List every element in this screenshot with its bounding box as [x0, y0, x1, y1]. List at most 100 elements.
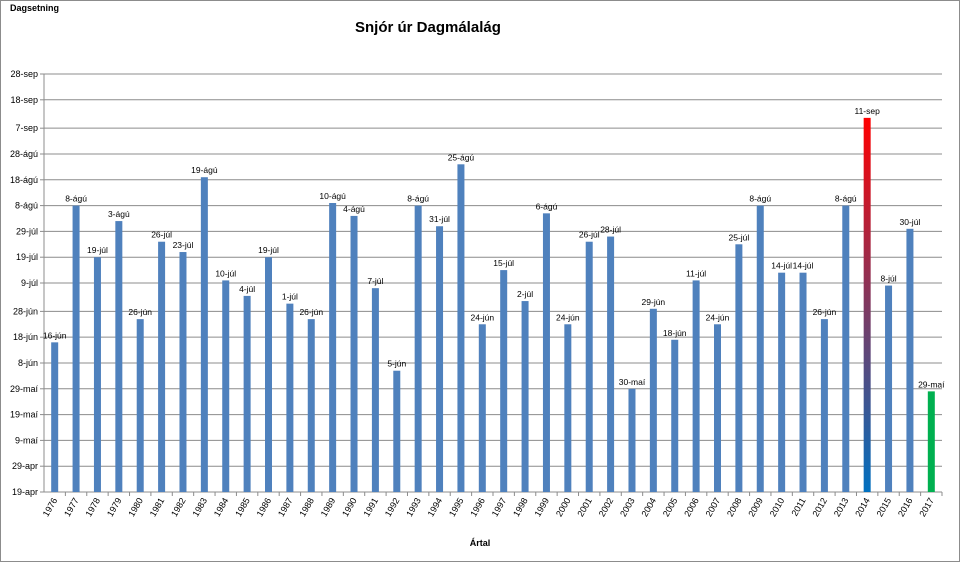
data-label-1996: 24-jún — [470, 312, 494, 322]
y-tick-label: 18-jún — [13, 332, 38, 342]
x-tick-label-2006: 2006 — [682, 496, 701, 518]
data-label-1997: 15-júl — [493, 258, 514, 268]
x-tick-label-1980: 1980 — [126, 496, 145, 518]
data-label-2017: 29-maí — [918, 379, 945, 389]
data-label-2000: 24-jún — [556, 312, 580, 322]
x-tick-label-1999: 1999 — [533, 496, 552, 518]
y-tick-label: 29-maí — [10, 384, 39, 394]
bar-1996 — [478, 324, 486, 492]
bar-1999 — [542, 213, 550, 493]
y-tick-label: 29-apr — [12, 461, 38, 471]
x-tick-label-2014: 2014 — [853, 496, 872, 518]
bar-2012 — [820, 319, 828, 492]
y-tick-label: 29-júl — [16, 226, 38, 236]
data-label-1983: 19-ágú — [191, 165, 218, 175]
bar-1977 — [72, 205, 80, 492]
bar-1990 — [350, 215, 358, 492]
bar-1979 — [115, 221, 123, 492]
bar-2004 — [649, 308, 657, 492]
x-tick-label-2000: 2000 — [554, 496, 573, 518]
x-tick-label-2004: 2004 — [639, 496, 658, 518]
data-label-2013: 8-ágú — [835, 194, 857, 204]
x-tick-label-2012: 2012 — [810, 496, 829, 518]
x-tick-label-1985: 1985 — [233, 496, 252, 518]
data-label-1976: 16-jún — [43, 330, 67, 340]
bar-2008 — [735, 244, 743, 492]
bar-1991 — [371, 288, 379, 492]
bar-2009 — [756, 205, 764, 492]
bar-2015 — [885, 285, 893, 492]
bar-2010 — [778, 272, 786, 492]
data-label-2012: 26-jún — [813, 307, 837, 317]
data-label-1987: 1-júl — [282, 292, 298, 302]
x-tick-label-2010: 2010 — [768, 496, 787, 518]
bar-1992 — [393, 370, 401, 492]
y-tick-label: 28-ágú — [10, 149, 38, 159]
data-label-1994: 31-júl — [429, 214, 450, 224]
x-tick-label-2011: 2011 — [789, 496, 807, 518]
bar-2005 — [671, 339, 679, 492]
y-tick-label: 19-apr — [12, 487, 38, 497]
data-label-2011: 14-júl — [793, 261, 814, 271]
bar-2017 — [927, 391, 935, 492]
bar-1976 — [51, 342, 59, 492]
x-tick-label-1981: 1981 — [148, 496, 167, 518]
y-tick-label: 18-ágú — [10, 175, 38, 185]
data-label-1985: 4-júl — [239, 284, 255, 294]
bar-1985 — [243, 295, 251, 492]
y-tick-label: 9-júl — [21, 278, 38, 288]
data-label-1984: 10-júl — [215, 268, 236, 278]
bar-2001 — [585, 241, 593, 492]
x-tick-label-1987: 1987 — [276, 496, 295, 518]
data-label-2001: 26-júl — [579, 230, 600, 240]
data-label-2014: 11-sep — [854, 106, 880, 116]
bar-2000 — [564, 324, 572, 492]
y-tick-label: 8-ágú — [15, 201, 38, 211]
y-tick-label: 7-sep — [15, 123, 38, 133]
x-tick-label-2007: 2007 — [704, 496, 723, 518]
bar-1978 — [93, 257, 101, 492]
x-tick-label-1982: 1982 — [169, 496, 188, 518]
x-tick-label-1993: 1993 — [404, 496, 423, 518]
x-tick-label-1976: 1976 — [41, 496, 60, 518]
bar-1995 — [457, 164, 465, 492]
data-label-1998: 2-júl — [517, 289, 533, 299]
x-tick-label-1996: 1996 — [468, 496, 487, 518]
bar-1989 — [329, 203, 337, 493]
y-tick-label: 19-maí — [10, 410, 39, 420]
y-tick-label: 9-maí — [15, 435, 39, 445]
x-tick-label-1998: 1998 — [511, 496, 530, 518]
x-tick-label-2017: 2017 — [917, 496, 936, 518]
bar-2003 — [628, 388, 636, 492]
x-tick-label-1979: 1979 — [105, 496, 124, 518]
x-tick-label-1990: 1990 — [340, 496, 359, 518]
bar-2007 — [714, 324, 721, 492]
data-label-1992: 5-jún — [387, 359, 406, 369]
data-label-1980: 26-jún — [128, 307, 152, 317]
data-label-1978: 19-júl — [87, 245, 108, 255]
bar-2014 — [863, 117, 871, 492]
x-tick-label-1988: 1988 — [297, 496, 316, 518]
bar-1997 — [500, 270, 508, 492]
y-tick-label: 28-sep — [10, 69, 38, 79]
data-label-1999: 6-ágú — [536, 201, 558, 211]
x-tick-label-1997: 1997 — [490, 496, 509, 518]
bar-1994 — [436, 226, 444, 493]
data-label-2004: 29-jún — [642, 297, 666, 307]
x-tick-label-2013: 2013 — [832, 496, 851, 518]
x-tick-label-2003: 2003 — [618, 496, 637, 518]
data-label-2009: 8-ágú — [749, 194, 771, 204]
bar-1993 — [414, 205, 422, 492]
data-label-1990: 4-ágú — [343, 204, 365, 214]
x-tick-label-2016: 2016 — [896, 496, 915, 518]
bar-2013 — [842, 205, 850, 492]
bar-1988 — [307, 319, 315, 492]
x-tick-label-1986: 1986 — [255, 496, 274, 518]
x-tick-label-1983: 1983 — [190, 496, 209, 518]
bar-1984 — [222, 280, 230, 492]
y-tick-label: 19-júl — [16, 252, 38, 262]
data-label-1995: 25-ágú — [448, 152, 475, 162]
x-tick-label-2001: 2001 — [575, 496, 594, 518]
y-tick-label: 8-jún — [18, 358, 38, 368]
x-tick-label-1984: 1984 — [212, 496, 231, 518]
